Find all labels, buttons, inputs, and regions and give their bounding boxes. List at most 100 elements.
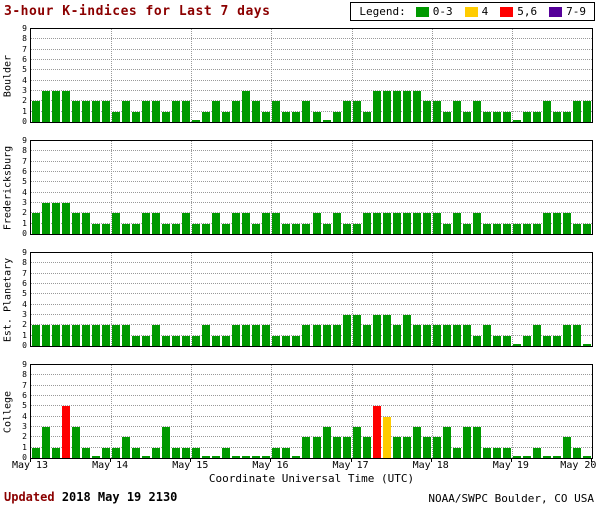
k-index-bar — [142, 101, 151, 122]
panel-college: College 0 1 2 3 4 5 6 7 8 9 — [0, 361, 600, 462]
k-index-bar — [292, 456, 301, 458]
k-index-bar — [452, 213, 461, 234]
x-tick-mark — [270, 459, 272, 462]
k-index-bar — [242, 325, 251, 346]
k-index-bar — [532, 447, 541, 458]
updated-value: 2018 May 19 2130 — [61, 490, 178, 504]
horizontal-gridline — [31, 293, 592, 295]
k-index-bar — [482, 447, 491, 458]
k-index-bar — [412, 213, 421, 234]
horizontal-gridline — [31, 222, 592, 224]
k-index-bar — [72, 101, 81, 122]
y-tick-label: 0 — [22, 453, 27, 462]
k-index-bar — [172, 223, 181, 234]
k-index-bar — [352, 315, 361, 346]
k-index-bar — [422, 101, 431, 122]
k-index-bar — [252, 456, 261, 458]
k-index-bar — [482, 111, 491, 122]
y-tick-label: 4 — [22, 300, 27, 309]
k-index-bar — [232, 101, 241, 122]
horizontal-gridline — [31, 90, 592, 91]
k-index-bar — [62, 203, 71, 234]
k-index-bar — [182, 447, 191, 458]
k-index-bar — [392, 213, 401, 234]
legend-swatch — [415, 6, 429, 17]
legend-item-0-3: 0-3 — [415, 5, 453, 18]
day-gridline — [271, 253, 273, 346]
k-index-bar — [262, 111, 271, 122]
k-index-bar — [132, 447, 141, 458]
y-tick-label: 2 — [22, 208, 27, 217]
k-index-bar — [52, 447, 61, 458]
k-index-bar — [352, 101, 361, 122]
day-gridline — [351, 29, 353, 122]
k-index-bar — [422, 325, 431, 346]
k-index-bar — [92, 101, 101, 122]
k-index-bar — [252, 325, 261, 346]
panel-boulder: Boulder 0 1 2 3 4 5 6 7 8 9 — [0, 25, 600, 126]
k-index-bar — [212, 335, 221, 346]
legend-items: 0-3 4 5,6 7-9 — [415, 5, 586, 18]
y-tick-label: 7 — [22, 45, 27, 54]
k-index-bar — [222, 335, 231, 346]
k-index-bar — [442, 427, 451, 458]
horizontal-gridline — [31, 160, 592, 162]
y-tick-label: 8 — [22, 34, 27, 43]
k-index-bar — [482, 325, 491, 346]
horizontal-gridline — [31, 202, 592, 203]
k-index-bar — [472, 101, 481, 122]
k-index-bar — [372, 91, 381, 122]
k-index-bar — [102, 447, 111, 458]
k-index-bar — [422, 213, 431, 234]
day-gridline — [111, 365, 113, 458]
k-index-bar — [342, 101, 351, 122]
k-index-bar — [382, 213, 391, 234]
k-index-bar — [62, 406, 71, 458]
y-tick-label: 5 — [22, 289, 27, 298]
legend-swatch — [549, 6, 563, 17]
x-tick-label: May 19 — [492, 460, 529, 471]
k-index-bar — [352, 427, 361, 458]
y-tick-label: 6 — [22, 391, 27, 400]
k-index-bar — [112, 213, 121, 234]
k-index-bar — [222, 447, 231, 458]
horizontal-gridline — [31, 426, 592, 427]
k-index-bar — [72, 325, 81, 346]
k-index-bar — [82, 325, 91, 346]
k-index-bar — [462, 111, 471, 122]
k-index-bar — [272, 335, 281, 346]
legend-swatch — [500, 6, 514, 17]
legend: Legend: 0-3 4 5,6 7-9 — [350, 2, 595, 21]
k-index-bar — [122, 101, 131, 122]
x-tick-label: May 13 — [11, 460, 49, 471]
k-index-bar — [502, 223, 511, 234]
k-index-bar — [432, 213, 441, 234]
x-tick-label: May 17 — [332, 460, 369, 471]
y-tick-label: 5 — [22, 401, 27, 410]
k-index-bar — [462, 223, 471, 234]
k-index-bar — [222, 111, 231, 122]
horizontal-gridline — [31, 212, 592, 214]
k-index-bar — [102, 223, 111, 234]
day-gridline — [351, 365, 353, 458]
k-index-bar — [552, 111, 561, 122]
k-index-bar — [362, 111, 371, 122]
y-tick-label: 2 — [22, 432, 27, 441]
k-index-bar — [322, 325, 331, 346]
legend-item-4: 4 — [464, 5, 488, 18]
y-tick-label: 4 — [22, 76, 27, 85]
k-index-bar — [312, 325, 321, 346]
k-index-bar — [402, 213, 411, 234]
k-index-bar — [482, 223, 491, 234]
k-index-bar — [312, 111, 321, 122]
k-index-bar — [92, 223, 101, 234]
day-gridline — [511, 141, 513, 234]
k-index-bar — [572, 101, 581, 122]
day-gridline — [511, 365, 513, 458]
horizontal-gridline — [31, 283, 592, 284]
k-index-bar — [42, 325, 51, 346]
k-index-bar — [282, 223, 291, 234]
horizontal-gridline — [31, 303, 592, 305]
k-index-bar — [192, 120, 201, 122]
k-index-bar — [452, 447, 461, 458]
